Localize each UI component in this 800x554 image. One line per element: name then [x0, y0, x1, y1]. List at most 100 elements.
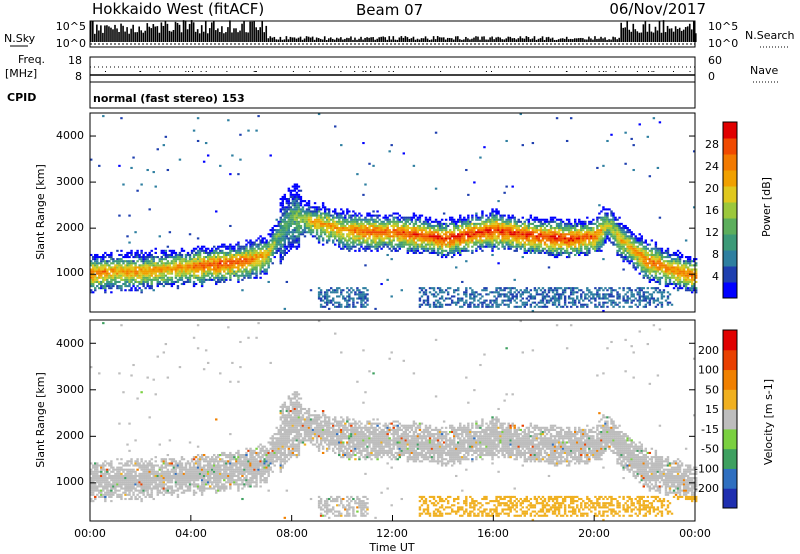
noise-bar: [632, 23, 635, 42]
power-cell: [396, 237, 399, 240]
noise-bar: [594, 36, 596, 42]
power-cell: [455, 303, 458, 306]
power-cell: [382, 229, 385, 232]
power-cell: [499, 224, 502, 228]
power-cell: [215, 262, 218, 265]
power-cell: [418, 297, 422, 300]
power-cell: [424, 237, 428, 240]
power-cell: [479, 239, 482, 242]
power-cell: [525, 249, 529, 252]
power-cell: [148, 264, 151, 267]
power-cell: [467, 233, 470, 236]
power-cell: [356, 301, 359, 304]
noise-bar: [608, 39, 610, 42]
noise-bar: [90, 20, 92, 42]
power-cell: [108, 253, 111, 257]
power-cell: [596, 229, 599, 232]
power-cell: [541, 237, 545, 240]
noise-bar: [130, 28, 132, 42]
noise-bar: [346, 37, 348, 42]
power-cell: [481, 305, 484, 308]
power-cell: [279, 235, 282, 238]
power-cell: [120, 276, 123, 279]
power-cell: [620, 247, 623, 250]
power-cell: [376, 233, 379, 236]
noise-bar: [658, 21, 661, 42]
power-cell: [483, 222, 486, 225]
power-cell: [428, 303, 432, 306]
power-cell: [557, 287, 561, 290]
power-cell: [606, 297, 609, 300]
power-cell: [192, 258, 196, 261]
power-cell: [215, 251, 218, 254]
power-cell: [499, 233, 502, 236]
power-cell: [136, 260, 139, 263]
power-cell: [102, 264, 105, 267]
power-cell: [208, 249, 212, 252]
power-cell: [547, 235, 551, 238]
power-cell: [327, 212, 331, 215]
power-cell: [303, 216, 307, 219]
power-cell: [590, 241, 593, 244]
power-cell: [243, 276, 246, 279]
power-cell: [110, 270, 113, 273]
power-cell: [255, 274, 258, 277]
power-cell: [430, 227, 434, 230]
power-cell: [463, 293, 466, 296]
power-cell: [128, 262, 131, 265]
power-cell: [319, 305, 323, 308]
power-cell: [200, 272, 204, 275]
power-cell: [104, 256, 107, 259]
power-cell: [156, 264, 159, 267]
power-cell: [557, 231, 561, 234]
power-cell: [400, 243, 403, 246]
power-cell: [158, 268, 161, 271]
power-cell: [106, 285, 109, 288]
power-cell: [144, 258, 147, 261]
power-cell: [154, 272, 157, 275]
power-cell: [588, 243, 591, 246]
power-cell: [602, 208, 605, 211]
power-cell: [108, 274, 111, 277]
power-cell: [394, 233, 397, 236]
power-cell: [358, 233, 361, 236]
power-cell: [461, 224, 464, 228]
power-cell: [126, 253, 129, 257]
power-cell: [360, 241, 363, 244]
power-cell: [505, 299, 508, 302]
freq-tick-top: 18: [68, 54, 82, 67]
power-cell: [467, 227, 470, 230]
power-cell: [574, 237, 577, 240]
power-cell: [390, 144, 393, 147]
power-cell: [237, 245, 240, 248]
power-cell: [598, 247, 601, 250]
power-cell: [561, 239, 565, 242]
power-cell: [344, 218, 347, 221]
power-cell: [263, 264, 266, 267]
power-cell: [297, 204, 301, 207]
power-cell: [584, 233, 587, 236]
power-cell: [194, 262, 198, 265]
power-cell: [128, 251, 131, 254]
power-cell: [567, 239, 571, 242]
power-cell: [561, 220, 565, 223]
power-cell: [102, 258, 105, 261]
power-cell: [525, 224, 529, 228]
power-cell: [513, 305, 516, 308]
power-cell: [551, 231, 555, 234]
power-cell: [215, 249, 218, 252]
power-cell: [519, 224, 522, 228]
power-cell: [285, 280, 289, 283]
power-cell: [448, 245, 452, 248]
power-cell: [342, 245, 345, 248]
power-cell: [213, 260, 216, 263]
power-cell: [444, 233, 448, 236]
power-cell: [102, 256, 105, 259]
power-cell: [467, 303, 470, 306]
power-cell: [620, 235, 623, 238]
power-cell: [604, 212, 607, 215]
power-cell: [457, 299, 460, 302]
power-cell: [239, 158, 242, 161]
power-cell: [511, 237, 514, 240]
power-cell: [366, 247, 369, 250]
